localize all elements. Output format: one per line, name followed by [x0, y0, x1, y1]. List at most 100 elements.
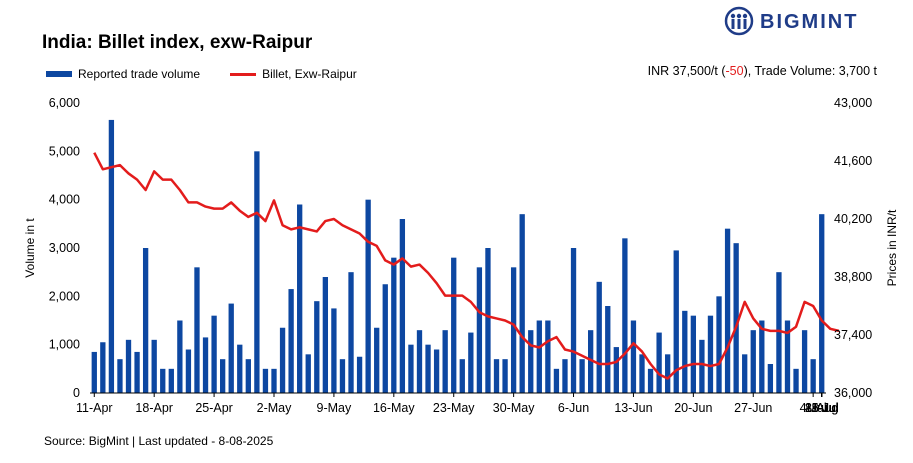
volume-bar: [348, 272, 354, 393]
volume-bar: [784, 320, 791, 393]
volume-bar: [314, 301, 320, 393]
x-tick-label: 11-Apr: [76, 401, 113, 415]
volume-bar: [459, 359, 465, 393]
x-tick-label: 18-Jul: [805, 401, 839, 415]
volume-bar: [168, 368, 174, 393]
volume-bar: [622, 238, 628, 393]
volume-bar: [750, 330, 756, 393]
volume-bar: [433, 349, 440, 393]
volume-bar: [613, 347, 619, 393]
volume-bar: [801, 330, 808, 393]
volume-bar: [665, 354, 671, 393]
volume-bar: [510, 267, 517, 393]
x-tick-label: 4-Jul: [800, 401, 827, 415]
volume-bar: [134, 351, 140, 393]
x-tick-label: 20-Jun: [674, 401, 712, 415]
volume-bar: [365, 199, 371, 393]
volume-bar: [690, 315, 697, 393]
volume-bars: [91, 119, 825, 394]
volume-bar: [682, 310, 688, 393]
volume-bar: [220, 359, 226, 393]
annotation-change: -50: [725, 64, 744, 78]
volume-bar: [605, 306, 611, 393]
volume-bar: [647, 368, 654, 393]
volume-bar: [545, 320, 551, 393]
left-axis-ticks: 0 1,000 2,000 3,000 4,000 5,000 6,000: [49, 96, 80, 400]
volume-bar: [382, 284, 388, 393]
volume-bar: [228, 303, 234, 393]
volume-bar: [733, 243, 739, 393]
right-tick-label: 37,400: [834, 328, 872, 342]
right-tick-label: 40,200: [834, 212, 872, 226]
y-axis-label-left: Volume in t: [23, 218, 37, 278]
right-tick-label: 43,000: [834, 96, 872, 110]
x-tick-label: 25-Jul: [805, 401, 839, 415]
right-axis-ticks: 36,000 37,400 38,800 40,200 41,600 43,000: [834, 96, 872, 400]
volume-bar: [339, 359, 346, 393]
volume-bar: [776, 272, 782, 393]
volume-bar: [91, 351, 97, 393]
volume-bar: [416, 330, 423, 393]
brand-name: BIGMINT: [760, 11, 859, 33]
volume-bar: [476, 267, 483, 393]
volume-bar: [374, 327, 380, 393]
legend-swatch-volume: [46, 71, 72, 77]
left-tick-label: 6,000: [49, 96, 80, 110]
volume-bar: [767, 364, 774, 393]
volume-bar: [425, 344, 431, 393]
x-tick-label: 13-Jun: [614, 401, 652, 415]
volume-bar: [185, 349, 192, 393]
chart-legend: Reported trade volume Billet, Exw-Raipur: [46, 67, 357, 81]
left-tick-label: 5,000: [49, 144, 80, 158]
annotation-suffix: ), Trade Volume: 3,700 t: [743, 64, 877, 78]
volume-bar: [160, 368, 166, 393]
volume-bar: [707, 315, 714, 393]
volume-bar: [793, 368, 799, 393]
volume-bar: [553, 368, 560, 393]
price-line: [93, 152, 840, 380]
volume-bar: [699, 339, 705, 393]
volume-bar: [100, 342, 106, 393]
volume-bar: [451, 257, 457, 393]
legend-label-price: Billet, Exw-Raipur: [262, 67, 357, 81]
volume-bar: [716, 296, 722, 393]
volume-bar: [528, 330, 534, 393]
volume-bar: [237, 344, 243, 393]
left-tick-label: 2,000: [49, 289, 80, 303]
volume-bar: [442, 330, 448, 393]
left-tick-label: 0: [73, 386, 80, 400]
volume-bar: [724, 228, 731, 393]
right-tick-label: 36,000: [834, 386, 872, 400]
x-tick-label: 9-May: [317, 401, 352, 415]
left-tick-label: 4,000: [49, 193, 80, 207]
left-tick-label: 1,000: [49, 338, 80, 352]
volume-bar: [536, 320, 542, 393]
volume-bar: [759, 320, 765, 393]
volume-bar: [519, 214, 525, 393]
volume-bar: [673, 250, 679, 393]
y-axis-label-right: Prices in INR/t: [885, 209, 899, 286]
volume-bar: [570, 248, 577, 393]
legend-label-volume: Reported trade volume: [78, 67, 201, 81]
volume-bar: [656, 332, 662, 393]
x-tick-label: 16-May: [373, 401, 415, 415]
x-tick-label: 23-May: [433, 401, 475, 415]
right-tick-label: 38,800: [834, 270, 872, 284]
volume-bar: [630, 320, 637, 393]
x-tick-label: 25-Apr: [195, 401, 233, 415]
volume-bar: [502, 359, 508, 393]
volume-bar: [288, 289, 294, 393]
volume-bar: [579, 359, 585, 393]
x-tick-label: 8-Aug: [805, 401, 838, 415]
x-tick-label: 27-Jun: [734, 401, 772, 415]
x-tick-label: 18-Apr: [135, 401, 173, 415]
volume-bar: [211, 315, 217, 393]
volume-bar: [271, 368, 277, 393]
volume-bar: [279, 327, 286, 393]
volume-bar: [108, 119, 115, 394]
volume-bar: [194, 267, 200, 393]
volume-bar: [562, 359, 568, 393]
volume-bar: [485, 248, 491, 393]
x-tick-label: 30-May: [493, 401, 535, 415]
